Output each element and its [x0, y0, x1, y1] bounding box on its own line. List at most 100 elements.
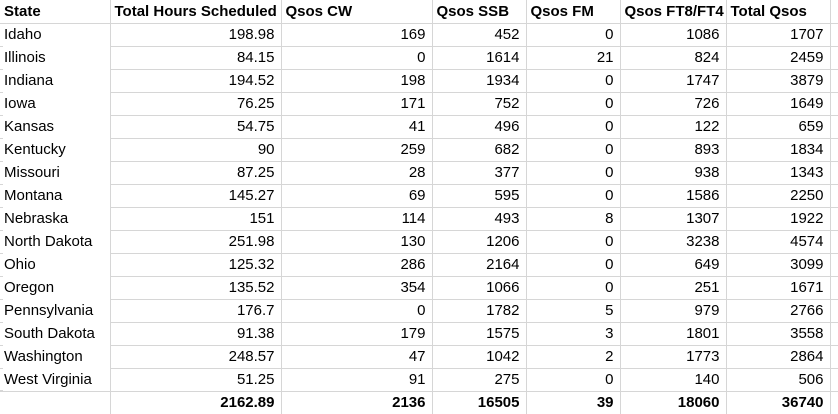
value-cell[interactable]: 1343 [726, 161, 831, 185]
value-cell[interactable]: 1707 [726, 23, 831, 47]
value-cell[interactable]: 90 [110, 138, 282, 162]
value-cell[interactable]: 51.25 [110, 368, 282, 392]
value-cell[interactable]: 39 [526, 391, 621, 414]
column-header-state[interactable]: State [0, 0, 111, 24]
value-cell[interactable]: 0 [526, 115, 621, 139]
value-cell[interactable]: 179 [281, 322, 433, 346]
value-cell[interactable]: 135.52 [110, 276, 282, 300]
value-cell[interactable]: 87.25 [110, 161, 282, 185]
value-cell[interactable]: 3879 [726, 69, 831, 93]
value-cell[interactable]: 0 [526, 253, 621, 277]
value-cell[interactable]: 2459 [726, 46, 831, 70]
value-cell[interactable]: 91.38 [110, 322, 282, 346]
value-cell[interactable]: 752 [432, 92, 527, 116]
value-cell[interactable]: 3 [526, 322, 621, 346]
value-cell[interactable]: 171 [281, 92, 433, 116]
value-cell[interactable]: 726 [620, 92, 727, 116]
state-cell[interactable] [0, 391, 111, 414]
empty-cell[interactable] [830, 92, 838, 116]
value-cell[interactable]: 649 [620, 253, 727, 277]
empty-cell[interactable] [830, 230, 838, 254]
value-cell[interactable]: 1834 [726, 138, 831, 162]
value-cell[interactable]: 1086 [620, 23, 727, 47]
value-cell[interactable]: 259 [281, 138, 433, 162]
column-header-qsos-fm[interactable]: Qsos FM [526, 0, 621, 24]
value-cell[interactable]: 0 [526, 368, 621, 392]
column-header-qsos-cw[interactable]: Qsos CW [281, 0, 433, 24]
state-cell[interactable]: Missouri [0, 161, 111, 185]
value-cell[interactable]: 1066 [432, 276, 527, 300]
value-cell[interactable]: 36740 [726, 391, 831, 414]
column-header-total-hours[interactable]: Total Hours Scheduled [110, 0, 282, 24]
empty-cell[interactable] [830, 69, 838, 93]
empty-cell[interactable] [830, 184, 838, 208]
state-cell[interactable]: Nebraska [0, 207, 111, 231]
state-cell[interactable]: South Dakota [0, 322, 111, 346]
empty-cell[interactable] [830, 207, 838, 231]
empty-cell[interactable] [830, 46, 838, 70]
value-cell[interactable]: 0 [526, 161, 621, 185]
value-cell[interactable]: 893 [620, 138, 727, 162]
value-cell[interactable]: 3238 [620, 230, 727, 254]
empty-cell[interactable] [830, 138, 838, 162]
value-cell[interactable]: 169 [281, 23, 433, 47]
value-cell[interactable]: 47 [281, 345, 433, 369]
value-cell[interactable]: 140 [620, 368, 727, 392]
value-cell[interactable]: 18060 [620, 391, 727, 414]
value-cell[interactable]: 979 [620, 299, 727, 323]
value-cell[interactable]: 354 [281, 276, 433, 300]
value-cell[interactable]: 2164 [432, 253, 527, 277]
value-cell[interactable]: 659 [726, 115, 831, 139]
value-cell[interactable]: 286 [281, 253, 433, 277]
state-cell[interactable]: Kentucky [0, 138, 111, 162]
state-cell[interactable]: Kansas [0, 115, 111, 139]
value-cell[interactable]: 151 [110, 207, 282, 231]
value-cell[interactable]: 2162.89 [110, 391, 282, 414]
value-cell[interactable]: 4574 [726, 230, 831, 254]
value-cell[interactable]: 496 [432, 115, 527, 139]
empty-cell[interactable] [830, 368, 838, 392]
value-cell[interactable]: 1801 [620, 322, 727, 346]
value-cell[interactable]: 251 [620, 276, 727, 300]
value-cell[interactable]: 248.57 [110, 345, 282, 369]
state-cell[interactable]: Pennsylvania [0, 299, 111, 323]
value-cell[interactable]: 1782 [432, 299, 527, 323]
state-cell[interactable]: North Dakota [0, 230, 111, 254]
value-cell[interactable]: 493 [432, 207, 527, 231]
value-cell[interactable]: 3099 [726, 253, 831, 277]
value-cell[interactable]: 54.75 [110, 115, 282, 139]
value-cell[interactable]: 122 [620, 115, 727, 139]
value-cell[interactable]: 1747 [620, 69, 727, 93]
value-cell[interactable]: 76.25 [110, 92, 282, 116]
value-cell[interactable]: 145.27 [110, 184, 282, 208]
value-cell[interactable]: 0 [526, 184, 621, 208]
value-cell[interactable]: 91 [281, 368, 433, 392]
state-cell[interactable]: Illinois [0, 46, 111, 70]
value-cell[interactable]: 2 [526, 345, 621, 369]
empty-cell[interactable] [830, 391, 838, 414]
value-cell[interactable]: 1649 [726, 92, 831, 116]
value-cell[interactable]: 1671 [726, 276, 831, 300]
empty-cell[interactable] [830, 276, 838, 300]
value-cell[interactable]: 1773 [620, 345, 727, 369]
value-cell[interactable]: 194.52 [110, 69, 282, 93]
empty-cell[interactable] [830, 322, 838, 346]
empty-cell[interactable] [830, 345, 838, 369]
state-cell[interactable]: Montana [0, 184, 111, 208]
value-cell[interactable]: 2250 [726, 184, 831, 208]
state-cell[interactable]: West Virginia [0, 368, 111, 392]
value-cell[interactable]: 176.7 [110, 299, 282, 323]
value-cell[interactable]: 198 [281, 69, 433, 93]
value-cell[interactable]: 0 [281, 46, 433, 70]
value-cell[interactable]: 506 [726, 368, 831, 392]
value-cell[interactable]: 2766 [726, 299, 831, 323]
empty-cell[interactable] [830, 299, 838, 323]
value-cell[interactable]: 8 [526, 207, 621, 231]
value-cell[interactable]: 0 [281, 299, 433, 323]
value-cell[interactable]: 1042 [432, 345, 527, 369]
state-cell[interactable]: Idaho [0, 23, 111, 47]
value-cell[interactable]: 0 [526, 138, 621, 162]
state-cell[interactable]: Washington [0, 345, 111, 369]
empty-cell[interactable] [830, 161, 838, 185]
value-cell[interactable]: 3558 [726, 322, 831, 346]
